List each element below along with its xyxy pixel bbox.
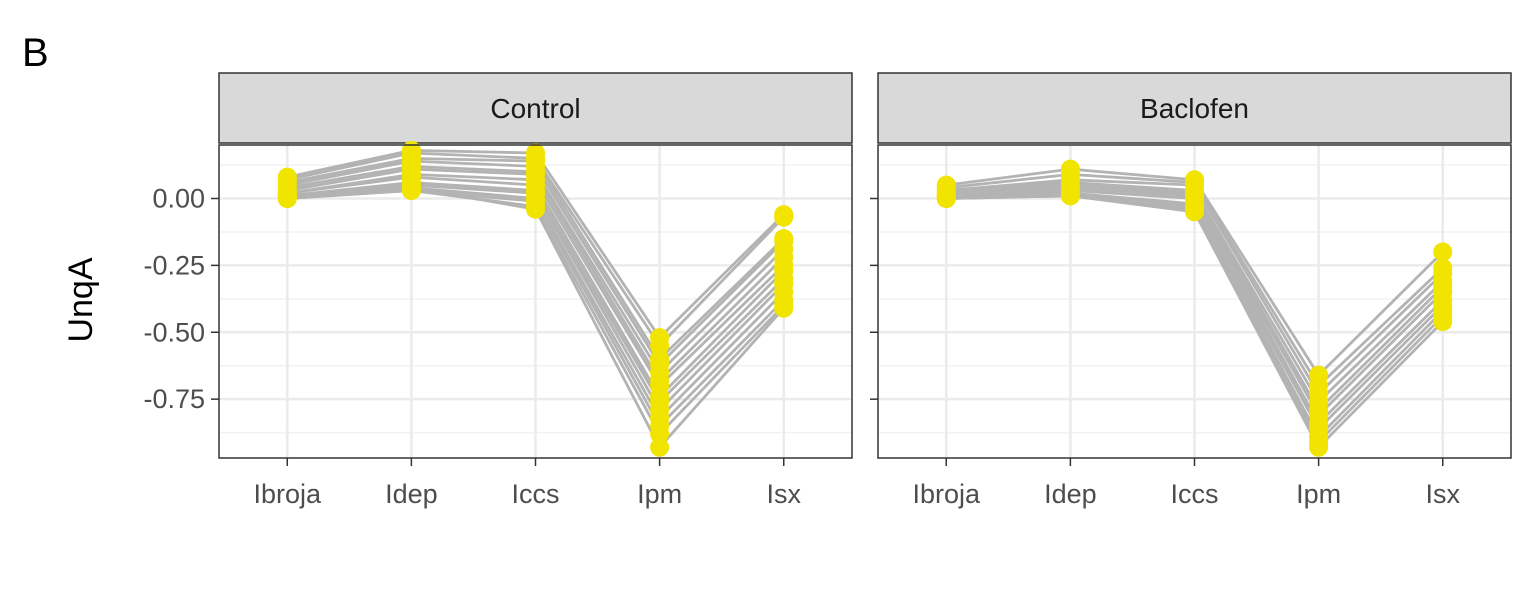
facet-strip-label: Control xyxy=(490,93,580,124)
data-point xyxy=(1185,202,1204,222)
x-tick-label: Iccs xyxy=(511,479,559,509)
x-tick-label: Ipm xyxy=(637,479,682,509)
panel-tag: B xyxy=(22,31,49,75)
x-tick-label: Isx xyxy=(1425,479,1460,509)
data-point xyxy=(1433,312,1453,332)
x-tick-label: Ibroja xyxy=(912,479,981,509)
data-point xyxy=(774,298,794,318)
data-point xyxy=(650,336,670,356)
data-point xyxy=(526,199,545,219)
data-point xyxy=(277,186,297,206)
y-tick-label: -0.50 xyxy=(143,317,205,347)
data-point xyxy=(650,424,670,444)
x-tick-label: Ibroja xyxy=(253,479,322,509)
x-tick-label: Ipm xyxy=(1296,479,1341,509)
facet-strip-label: Baclofen xyxy=(1140,93,1249,124)
data-point xyxy=(650,437,670,457)
x-tick-label: Isx xyxy=(766,479,801,509)
x-tick-label: Idep xyxy=(1044,479,1097,509)
data-point xyxy=(1060,186,1080,206)
data-point xyxy=(401,178,421,198)
y-tick-label: -0.25 xyxy=(143,250,205,280)
facet-strip xyxy=(218,72,853,144)
facet-panel-baclofen: Baclofen Ibroja Idep Iccs Ipm Isx xyxy=(870,72,1512,509)
facet-strip xyxy=(877,72,1512,144)
data-point xyxy=(774,207,794,227)
facet-panel-control: Control Ibroja Idep Iccs Ipm Isx 0.00 -0.25 -0.5… xyxy=(143,72,853,509)
plot-area: Control Ibroja Idep Iccs Ipm Isx 0.00 -0.25 -0.5… xyxy=(143,72,1512,509)
data-point xyxy=(936,189,956,208)
x-tick-label: Idep xyxy=(385,479,438,509)
y-tick-label: -0.75 xyxy=(143,384,205,414)
x-tick-label: Iccs xyxy=(1170,479,1218,509)
data-point xyxy=(1433,242,1453,262)
data-point xyxy=(1309,437,1329,457)
y-axis-title: UnqA xyxy=(62,257,100,342)
y-tick-label: 0.00 xyxy=(152,184,205,214)
